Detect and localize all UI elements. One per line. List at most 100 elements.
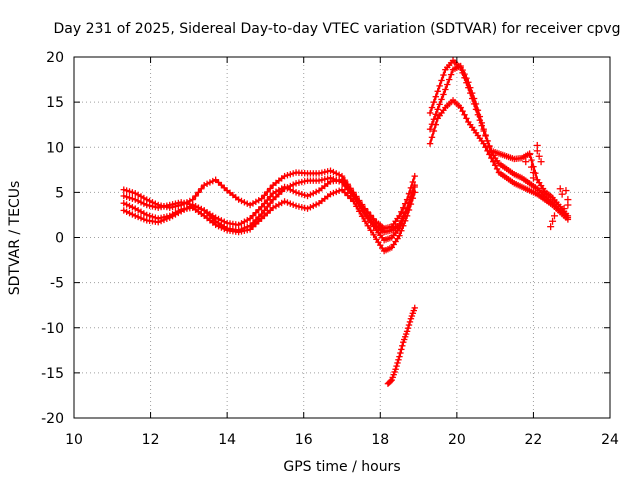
data-point xyxy=(195,189,202,196)
data-point xyxy=(157,217,165,225)
data-point xyxy=(123,193,130,201)
data-point xyxy=(528,163,536,171)
data-point xyxy=(406,318,414,326)
data-point xyxy=(333,188,340,196)
data-point xyxy=(298,178,305,186)
data-point xyxy=(284,199,291,206)
data-point xyxy=(255,213,262,221)
data-point xyxy=(238,225,245,233)
data-point xyxy=(398,220,405,227)
data-point xyxy=(411,181,418,189)
data-point xyxy=(426,140,434,147)
data-point xyxy=(528,156,535,164)
data-point xyxy=(482,144,489,151)
data-point xyxy=(468,89,476,97)
data-point xyxy=(537,158,545,166)
data-point xyxy=(333,170,340,177)
data-point xyxy=(310,202,317,210)
data-point xyxy=(398,208,405,215)
data-point xyxy=(123,187,130,194)
data-point xyxy=(295,190,303,197)
data-point xyxy=(301,204,308,212)
data-point xyxy=(562,187,570,195)
data-point xyxy=(180,199,188,207)
data-point xyxy=(480,140,487,147)
data-point xyxy=(440,91,447,98)
data-point xyxy=(480,126,487,133)
data-point xyxy=(392,366,399,373)
data-point xyxy=(304,192,311,200)
data-point xyxy=(335,171,343,178)
data-point xyxy=(120,192,127,200)
data-point xyxy=(463,115,470,122)
data-point xyxy=(446,76,453,83)
data-point xyxy=(123,208,130,215)
data-point xyxy=(143,201,150,209)
x-tick-label: 10 xyxy=(65,432,83,448)
data-point xyxy=(267,193,274,200)
data-point xyxy=(556,185,564,193)
data-point xyxy=(281,185,288,192)
data-point xyxy=(295,203,303,210)
data-point xyxy=(459,107,466,115)
data-point xyxy=(289,181,297,188)
data-point xyxy=(238,197,245,205)
data-point xyxy=(350,193,357,201)
data-point xyxy=(152,203,159,211)
series-track-7 xyxy=(426,62,572,221)
data-point xyxy=(155,204,162,211)
grid xyxy=(74,57,610,418)
data-point xyxy=(550,212,558,220)
data-point xyxy=(264,203,271,211)
x-tick-label: 12 xyxy=(142,432,160,448)
data-point xyxy=(321,176,328,183)
data-point xyxy=(137,199,145,206)
data-point xyxy=(255,206,262,213)
data-point xyxy=(436,82,443,90)
data-point xyxy=(484,137,491,145)
data-point xyxy=(459,66,466,74)
data-point xyxy=(307,191,314,198)
data-point xyxy=(434,106,441,113)
data-point xyxy=(267,185,274,192)
data-point xyxy=(264,196,271,204)
y-axis-label: SDTVAR / TECUs xyxy=(7,181,23,296)
data-point xyxy=(287,182,294,190)
data-point xyxy=(338,179,346,186)
data-point xyxy=(123,201,130,208)
data-point xyxy=(235,227,242,234)
data-point xyxy=(120,207,127,214)
data-point xyxy=(324,168,331,175)
data-point xyxy=(252,216,260,224)
data-point xyxy=(203,180,211,188)
data-point xyxy=(407,193,415,201)
data-point xyxy=(295,179,303,186)
data-point xyxy=(307,204,314,211)
data-point xyxy=(404,325,412,332)
data-point xyxy=(335,178,343,185)
y-tick-label: -15 xyxy=(41,366,64,382)
data-point xyxy=(447,71,455,78)
data-point xyxy=(399,342,406,349)
data-point xyxy=(535,152,543,160)
data-point xyxy=(461,111,468,118)
axis-ticks: 10 12 14 16 18 20 22 24 -20 -15 -10 -5 0 5 10 15 20 xyxy=(41,50,619,448)
data-point xyxy=(547,223,555,231)
data-point xyxy=(400,215,407,222)
data-point xyxy=(463,75,470,82)
data-point xyxy=(178,199,185,206)
y-tick-label: 5 xyxy=(55,185,64,201)
data-point xyxy=(522,158,530,166)
data-point xyxy=(403,328,411,335)
data-point xyxy=(206,179,214,186)
data-point xyxy=(367,227,374,234)
data-point xyxy=(432,111,439,118)
data-point xyxy=(289,187,297,195)
data-point xyxy=(149,203,156,210)
data-point xyxy=(401,210,409,217)
data-point xyxy=(403,205,411,212)
data-point xyxy=(143,211,150,219)
data-point xyxy=(472,100,480,108)
data-point xyxy=(470,95,478,102)
x-tick-label: 18 xyxy=(371,432,389,448)
